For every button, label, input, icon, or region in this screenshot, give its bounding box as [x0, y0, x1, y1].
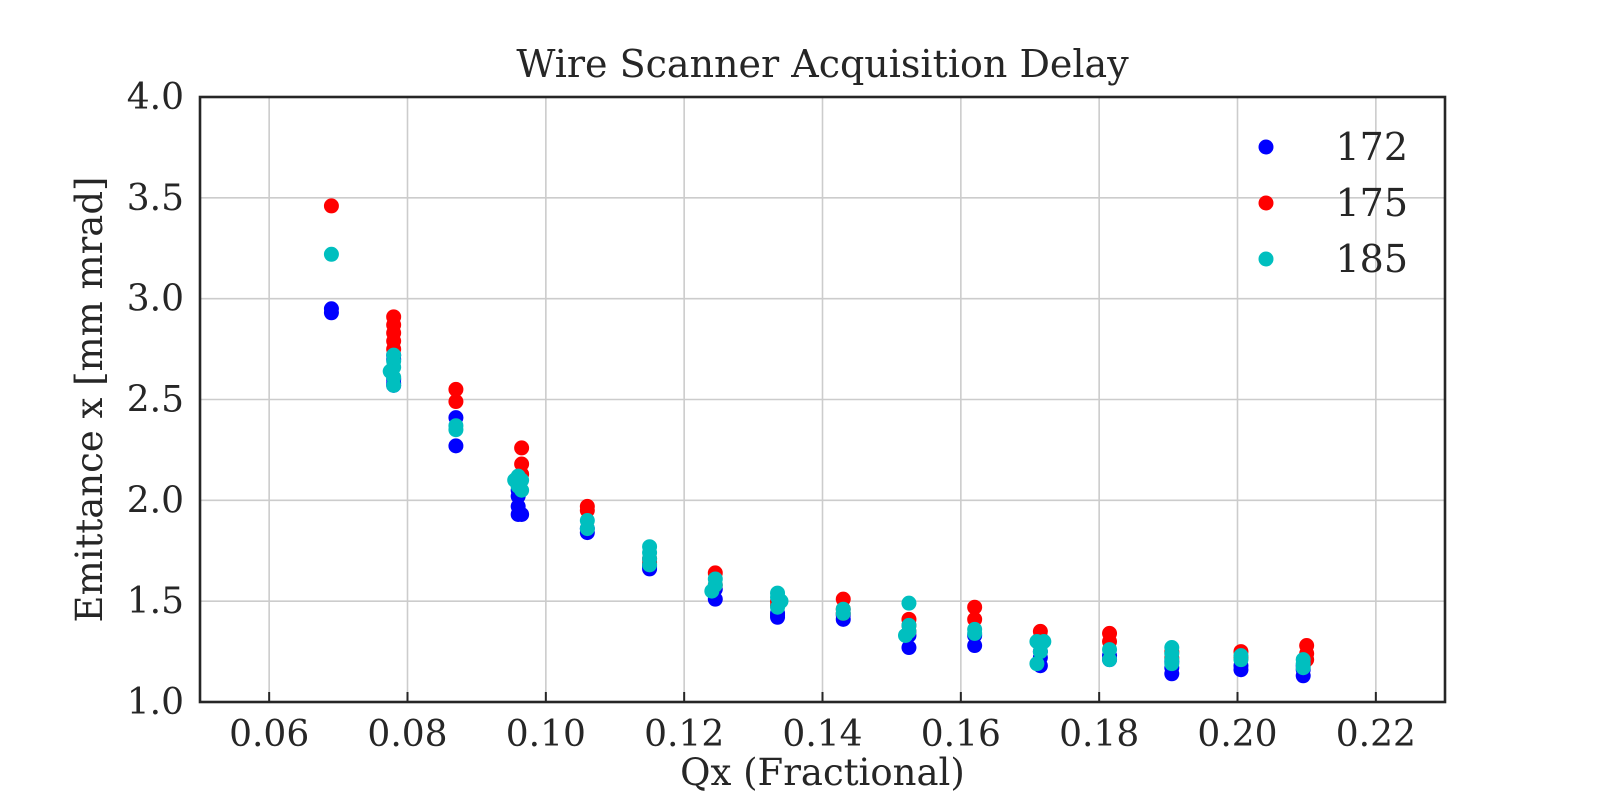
y-tick-label: 4.0 [127, 77, 184, 118]
legend-label: 175 [1335, 181, 1408, 225]
data-point [1164, 656, 1180, 672]
ticks-layer: 0.06 0.08 0.10 0.12 0.14 0.16 0.18 0.20 0.22 1.0 1… [127, 77, 1416, 755]
data-point [448, 381, 464, 397]
x-tick-label: 0.16 [921, 714, 1001, 755]
data-point [579, 521, 595, 537]
x-axis-label: Qx (Fractional) [680, 751, 965, 794]
legend-label: 185 [1335, 237, 1408, 281]
series-172 [323, 301, 1311, 684]
data-point [386, 377, 402, 393]
legend: 172 175 185 [1258, 125, 1408, 281]
data-point [323, 305, 339, 321]
y-tick-label: 1.5 [127, 581, 184, 622]
x-tick-label: 0.22 [1336, 714, 1416, 755]
x-tick-label: 0.14 [782, 714, 862, 755]
legend-entry: 185 [1258, 237, 1408, 281]
x-tick-label: 0.20 [1197, 714, 1277, 755]
data-point [514, 482, 530, 498]
data-point [967, 599, 983, 615]
data-point [770, 599, 786, 615]
y-tick-label: 3.0 [127, 279, 184, 320]
x-tick-label: 0.08 [367, 714, 447, 755]
data-point [1233, 652, 1249, 668]
y-tick-label: 1.0 [127, 682, 184, 723]
data-point [448, 438, 464, 454]
data-point [835, 605, 851, 621]
data-point [1102, 652, 1118, 668]
series-185 [323, 246, 1311, 676]
data-point [1029, 656, 1045, 672]
x-tick-label: 0.12 [644, 714, 724, 755]
data-point [898, 627, 913, 643]
legend-entry: 172 [1258, 125, 1408, 169]
legend-entry: 175 [1258, 181, 1408, 225]
y-tick-label: 3.5 [127, 178, 184, 219]
y-axis-label: Emittance x [mm mrad] [68, 177, 111, 623]
data-point [901, 595, 917, 611]
data-point [448, 422, 464, 438]
x-tick-label: 0.18 [1059, 714, 1139, 755]
data-point [448, 394, 464, 410]
data-point [514, 506, 530, 522]
data-point [323, 198, 339, 214]
chart-title: Wire Scanner Acquisition Delay [516, 42, 1129, 86]
legend-marker [1258, 139, 1274, 155]
data-point [967, 625, 983, 641]
data-point [323, 246, 339, 262]
data-point [514, 440, 530, 456]
legend-label: 172 [1335, 125, 1408, 169]
grid-layer [200, 97, 1445, 702]
legend-marker [1258, 195, 1274, 211]
data-point [642, 557, 658, 573]
points-layer [323, 198, 1315, 684]
data-point [901, 640, 917, 656]
data-point [1295, 660, 1311, 676]
legend-marker [1258, 251, 1274, 267]
x-tick-label: 0.10 [506, 714, 586, 755]
data-point [1032, 644, 1048, 660]
y-tick-label: 2.0 [127, 480, 184, 521]
x-tick-label: 0.06 [229, 714, 309, 755]
series-175 [323, 198, 1315, 668]
data-point [704, 583, 720, 599]
y-tick-label: 2.5 [127, 380, 184, 421]
